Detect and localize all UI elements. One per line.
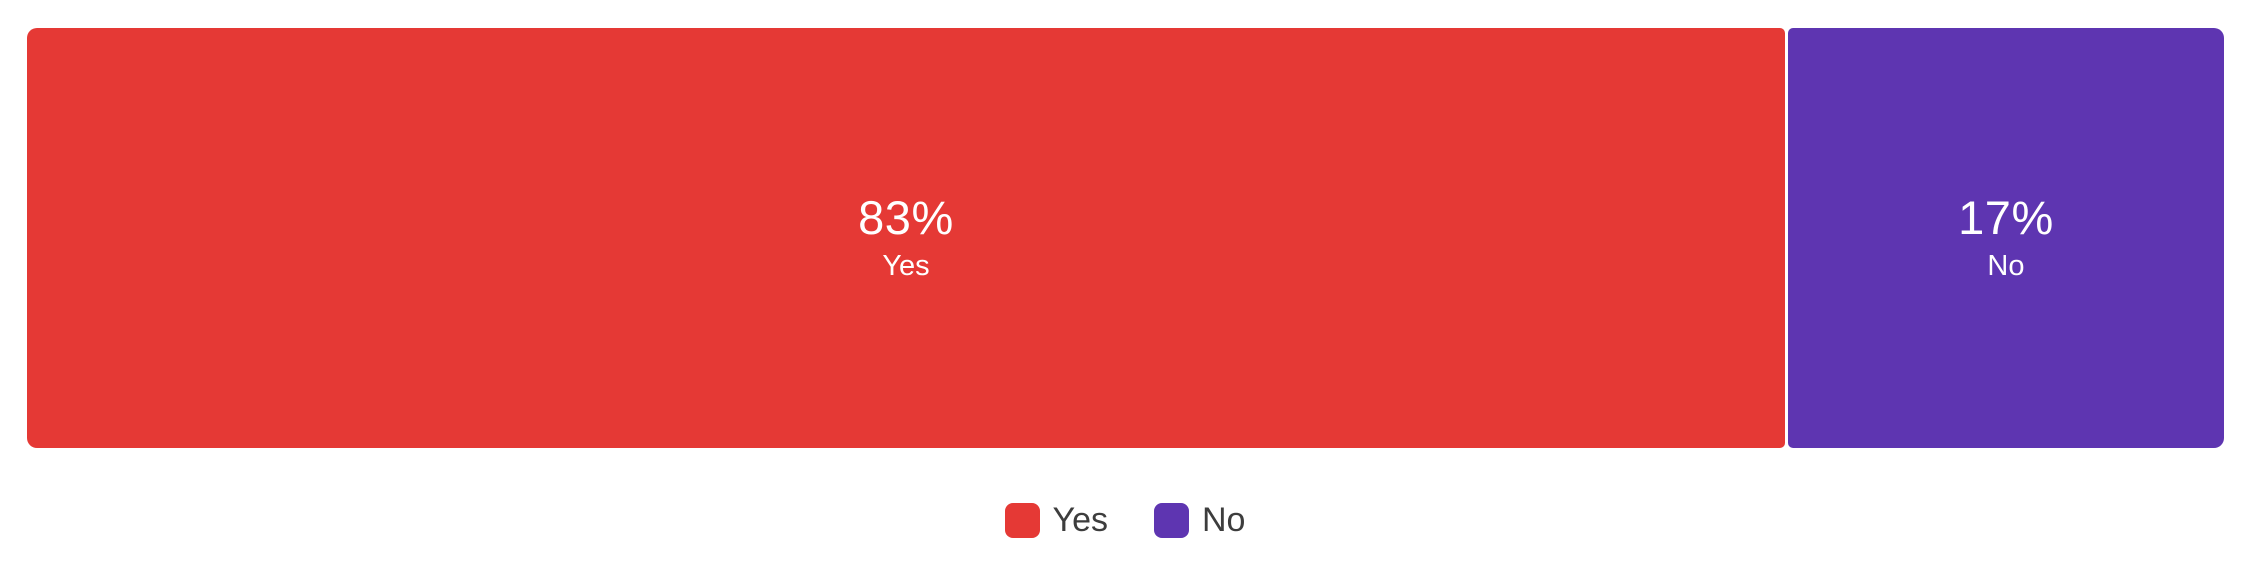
legend-label-no: No [1202,501,1246,539]
segment-label-no: No [1987,250,2025,283]
legend-item-no[interactable]: No [1154,501,1246,539]
bar-segment-yes[interactable]: 83% Yes [27,28,1785,448]
legend-item-yes[interactable]: Yes [1004,501,1108,539]
bar-row: 83% Yes 17% No [27,28,2224,448]
bar-segment-no[interactable]: 17% No [1787,28,2224,448]
legend-swatch-no [1154,502,1189,538]
legend-label-yes: Yes [1052,501,1108,539]
legend-swatch-yes [1004,502,1040,538]
segment-label-yes: Yes [882,250,930,283]
legend: Yes No [0,500,2250,540]
segment-value-no: 17% [1958,191,2054,245]
segment-value-yes: 83% [858,191,954,245]
